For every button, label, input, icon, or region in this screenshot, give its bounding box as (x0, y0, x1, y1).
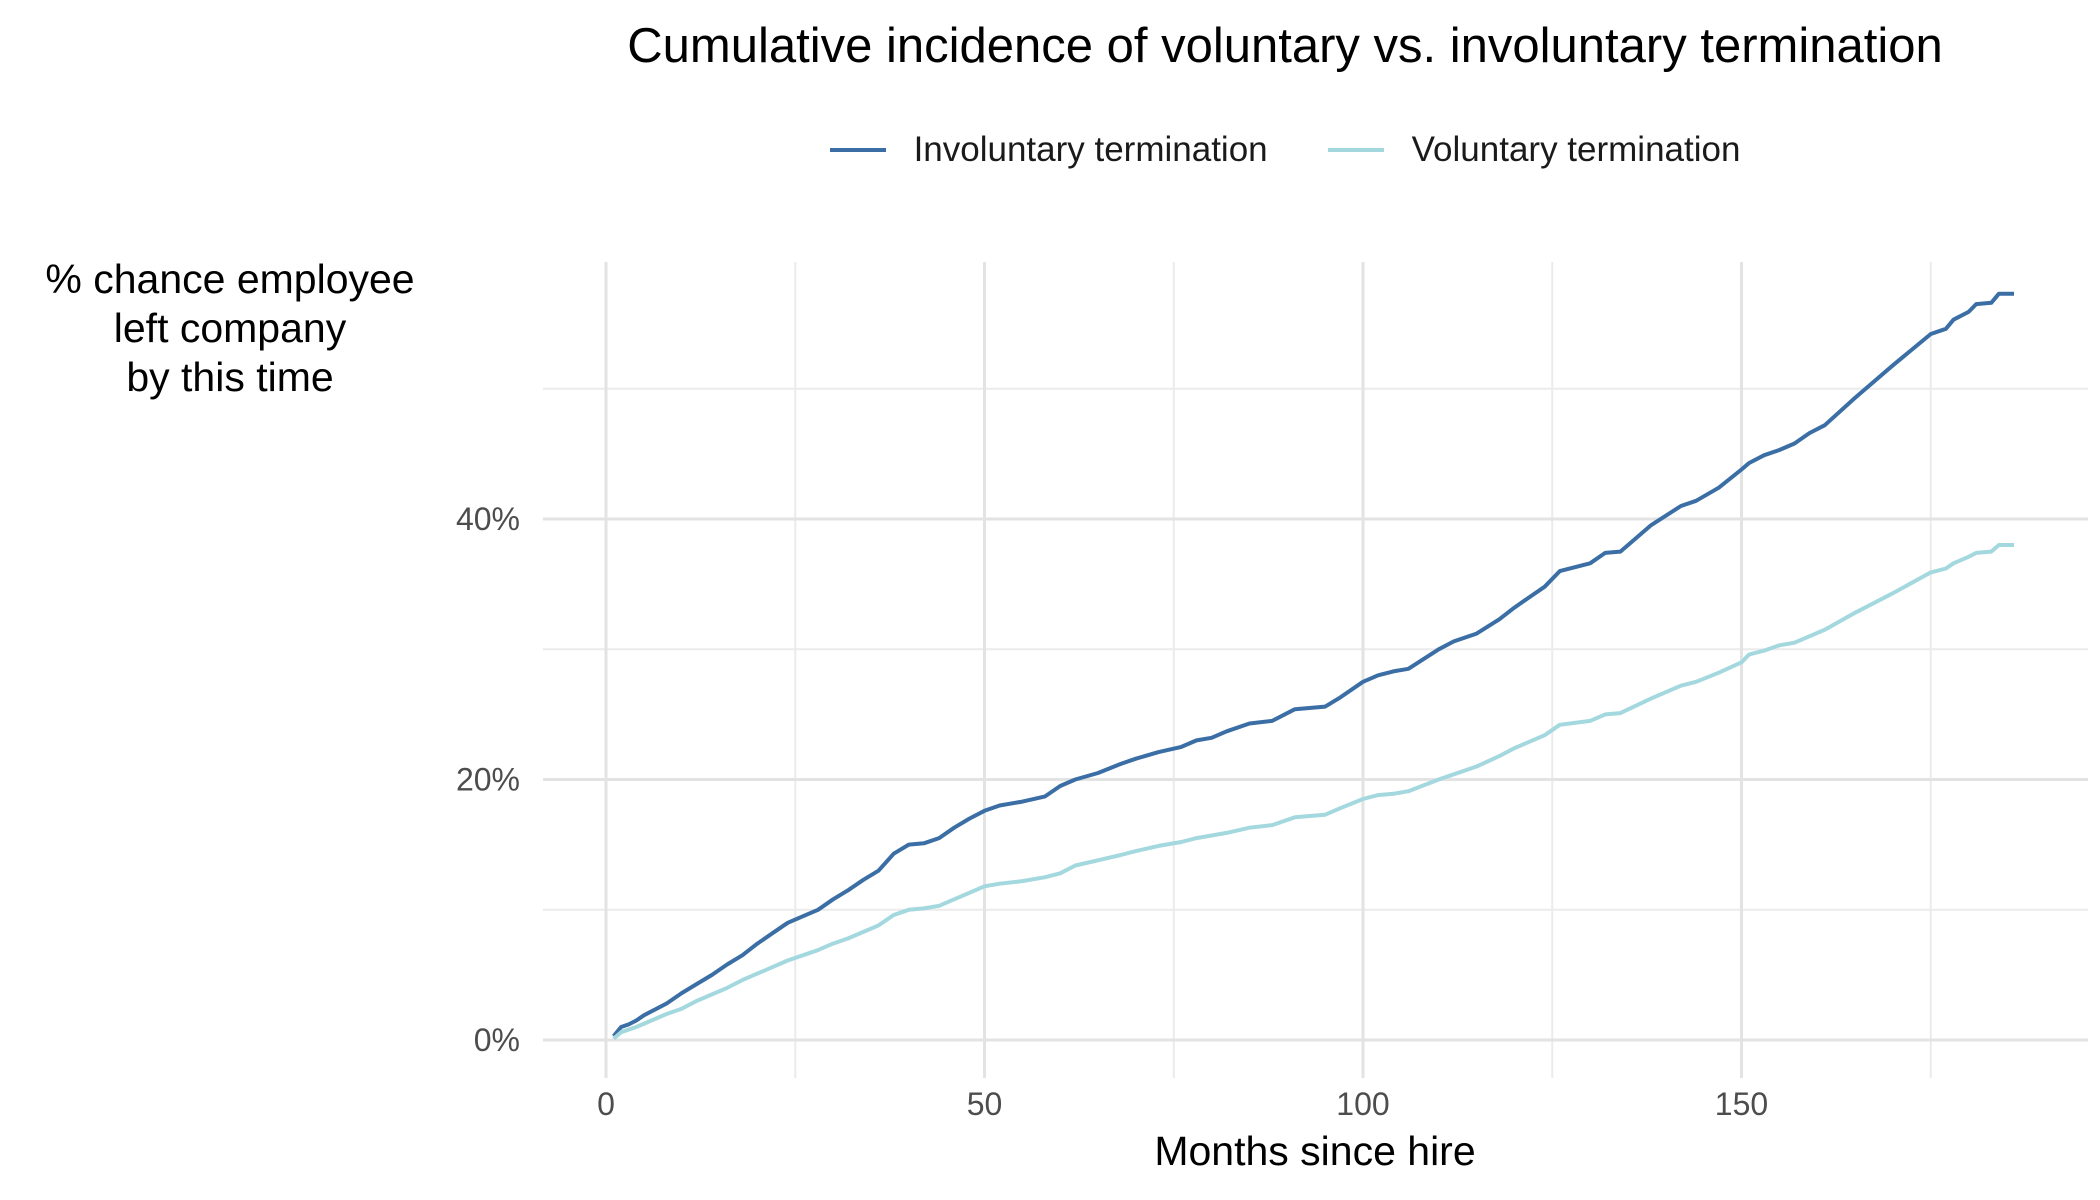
chart-title: Cumulative incidence of voluntary vs. in… (627, 19, 1943, 73)
y-tick-label-20: 20% (456, 762, 520, 798)
y-axis-label-line-1: % chance employee (45, 256, 415, 302)
series-layer (612, 291, 2014, 1041)
y-tick-label-40: 40% (456, 501, 520, 537)
series-line-involuntary (612, 291, 2014, 1038)
legend: Involuntary termination Voluntary termin… (0, 130, 2100, 170)
grid-major (543, 262, 2088, 1078)
legend-label-voluntary: Voluntary termination (1411, 130, 1741, 169)
x-tick-labels: 0 50 100 150 (597, 1086, 1768, 1122)
x-tick-label-100: 100 (1336, 1086, 1389, 1122)
y-tick-labels: 0% 20% 40% (456, 501, 520, 1058)
y-tick-label-0: 0% (474, 1022, 520, 1058)
grid-minor (543, 262, 2088, 1078)
legend-item-involuntary: Involuntary termination (829, 130, 1268, 170)
x-tick-label-50: 50 (967, 1086, 1003, 1122)
x-axis-label: Months since hire (1154, 1128, 1476, 1174)
y-axis-label-line-2: left company (113, 305, 347, 351)
series-line-voluntary (612, 543, 2014, 1041)
y-axis-label-line-3: by this time (126, 354, 334, 400)
x-tick-label-0: 0 (597, 1086, 615, 1122)
y-axis-label: % chance employee left company by this t… (0, 255, 460, 402)
legend-label-involuntary: Involuntary termination (913, 130, 1268, 169)
x-tick-label-150: 150 (1715, 1086, 1768, 1122)
legend-key-involuntary (829, 148, 886, 152)
legend-item-voluntary: Voluntary termination (1327, 130, 1741, 170)
legend-key-voluntary (1327, 148, 1384, 152)
